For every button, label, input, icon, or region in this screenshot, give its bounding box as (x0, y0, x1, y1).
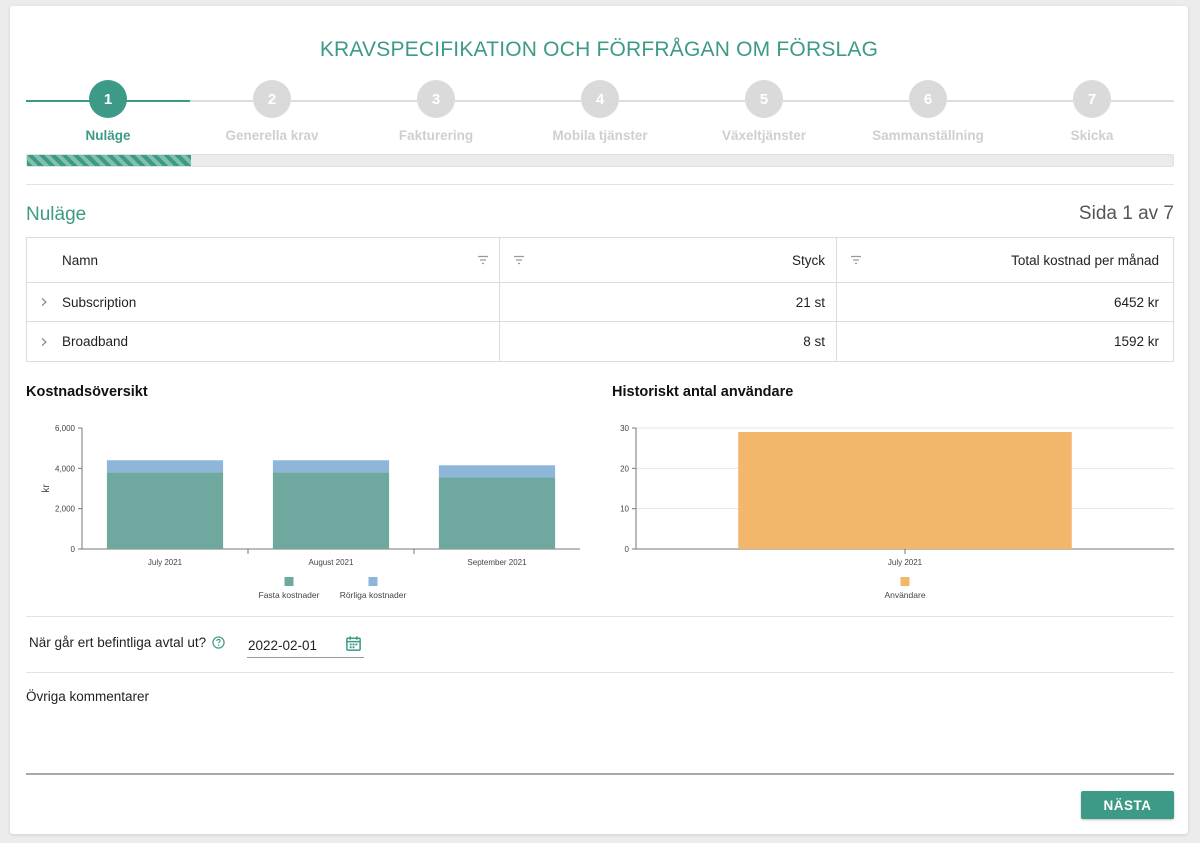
y-tick-label: 4,000 (55, 464, 76, 473)
contract-question: När går ert befintliga avtal ut? (29, 635, 225, 650)
step-2[interactable]: 2 Generella krav (190, 80, 354, 143)
x-tick-label: August 2021 (309, 558, 354, 567)
filter-icon[interactable] (477, 255, 489, 265)
cost-chart-title: Kostnadsöversikt (26, 384, 148, 400)
step-number: 4 (581, 80, 619, 118)
step-label: Mobila tjänster (552, 128, 648, 143)
stepper: 1 Nuläge 2 Generella krav 3 Fakturering … (26, 80, 1174, 155)
users-chart-title: Historiskt antal användare (612, 384, 794, 400)
legend-label: Rörliga kostnader (340, 590, 407, 600)
legend-swatch (284, 577, 294, 586)
filter-icon[interactable] (513, 255, 525, 265)
table-header-row: Namn Styck Total kostnad per månad (27, 238, 1173, 283)
cost-overview-chart: 0 2,000 4,000 6,000 kr July 2021 August 2021 Se… (41, 424, 580, 600)
y-axis-label: kr (41, 484, 52, 493)
row-name: Subscription (62, 294, 137, 310)
divider (26, 672, 1174, 673)
step-number: 7 (1073, 80, 1111, 118)
step-1[interactable]: 1 Nuläge (26, 80, 190, 143)
step-label: Nuläge (85, 128, 131, 143)
bar (106, 460, 224, 473)
row-count: 21 st (795, 294, 825, 310)
bar (272, 472, 390, 549)
step-number: 1 (89, 80, 127, 118)
legend-swatch (900, 577, 910, 586)
step-3[interactable]: 3 Fakturering (354, 80, 518, 143)
summary-table: Namn Styck Total kostnad per månad (26, 237, 1174, 362)
step-5[interactable]: 5 Växeltjänster (682, 80, 846, 143)
step-line-remaining (190, 100, 1174, 102)
x-tick-label: July 2021 (888, 558, 923, 567)
step-label: Skicka (1070, 128, 1114, 143)
table-row[interactable]: Broadband 8 st 1592 kr (27, 322, 1173, 361)
step-number: 3 (417, 80, 455, 118)
header-name-label: Namn (62, 252, 99, 268)
progress-bar (26, 154, 1174, 167)
y-tick-label: 10 (620, 505, 629, 514)
contract-date-input[interactable] (247, 633, 364, 658)
legend-swatch (368, 577, 378, 586)
y-tick-label: 0 (625, 545, 630, 554)
page-title: KRAVSPECIFIKATION OCH FÖRFRÅGAN OM FÖRSL… (319, 38, 879, 61)
bar (738, 432, 1072, 549)
step-6[interactable]: 6 Sammanställning (846, 80, 1010, 143)
x-tick-label: September 2021 (467, 558, 527, 567)
step-4[interactable]: 4 Mobila tjänster (518, 80, 682, 143)
y-tick-label: 6,000 (55, 424, 76, 433)
row-count: 8 st (803, 334, 825, 349)
progress-bar-fill (27, 155, 191, 166)
bar (438, 477, 556, 549)
y-tick-label: 2,000 (55, 505, 76, 514)
bar (272, 460, 390, 473)
y-tick-label: 0 (71, 545, 76, 554)
row-cost: 1592 kr (1113, 334, 1159, 349)
legend-label: Användare (884, 590, 925, 600)
header-count-label: Styck (791, 252, 825, 268)
bar (106, 472, 224, 549)
table-row[interactable]: Subscription 21 st 6452 kr (27, 283, 1173, 322)
x-tick-label: July 2021 (148, 558, 183, 567)
y-tick-label: 20 (620, 464, 629, 473)
contract-question-label: När går ert befintliga avtal ut? (29, 635, 207, 650)
step-label: Växeltjänster (721, 128, 807, 143)
section-title: Nuläge (26, 204, 87, 225)
chevron-right-icon[interactable] (39, 297, 49, 307)
bar (438, 465, 556, 478)
legend-label: Fasta kostnader (259, 590, 320, 600)
comments-textarea[interactable] (26, 706, 1174, 775)
filter-icon[interactable] (850, 255, 862, 265)
divider (26, 184, 1174, 185)
calendar-icon[interactable] (345, 635, 362, 652)
row-name-cell: Broadband (27, 322, 500, 361)
row-name-cell: Subscription (27, 283, 500, 321)
row-name: Broadband (62, 334, 129, 349)
header-cost-label: Total kostnad per månad (1011, 252, 1159, 268)
users-history-chart: 0 10 20 30 July 2021 Användare (620, 424, 1174, 600)
next-button[interactable]: NÄSTA (1081, 791, 1174, 819)
row-cost-cell: 1592 kr (837, 322, 1173, 361)
chevron-right-icon[interactable] (39, 337, 49, 347)
row-cost-cell: 6452 kr (837, 283, 1173, 321)
row-count-cell: 21 st (500, 283, 837, 321)
page-indicator: Sida 1 av 7 (1078, 203, 1174, 224)
divider (26, 616, 1174, 617)
row-count-cell: 8 st (500, 322, 837, 361)
header-cell-count[interactable]: Styck (500, 238, 837, 282)
wizard-card: KRAVSPECIFIKATION OCH FÖRFRÅGAN OM FÖRSL… (10, 6, 1188, 834)
step-number: 6 (909, 80, 947, 118)
step-number: 2 (253, 80, 291, 118)
header-cell-name[interactable]: Namn (27, 238, 500, 282)
step-number: 5 (745, 80, 783, 118)
step-label: Fakturering (398, 128, 474, 143)
step-label: Generella krav (225, 128, 319, 143)
row-cost: 6452 kr (1113, 294, 1159, 310)
help-circle-icon[interactable] (212, 636, 225, 649)
header-cell-cost[interactable]: Total kostnad per månad (837, 238, 1173, 282)
comments-label: Övriga kommentarer (26, 689, 150, 704)
step-7[interactable]: 7 Skicka (1010, 80, 1174, 143)
y-tick-label: 30 (620, 424, 629, 433)
step-label: Sammanställning (872, 128, 984, 143)
